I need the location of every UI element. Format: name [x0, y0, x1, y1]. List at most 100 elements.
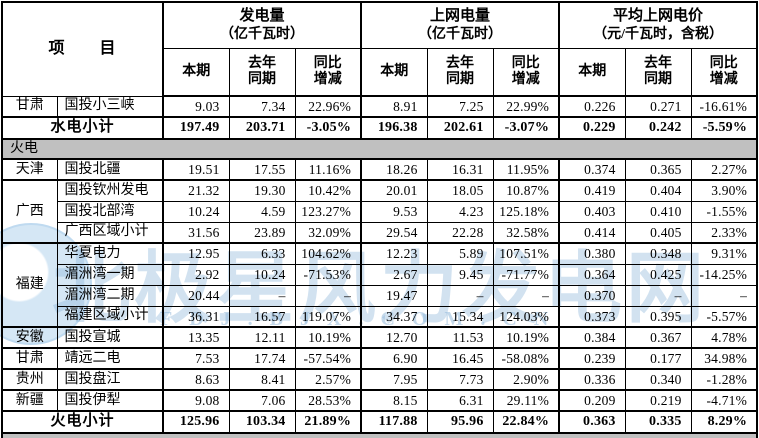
value-cell: 12.23 [360, 242, 428, 265]
value-cell: 0.335 [624, 410, 692, 434]
value-cell: -5.59% [690, 116, 758, 140]
value-cell: 15.34 [426, 305, 494, 328]
value-cell: -14.25% [690, 263, 758, 286]
value-cell: 0.363 [558, 410, 626, 434]
plant-name-cell: 福建区域小计 [56, 305, 164, 328]
col-group-ongrid-energy-title: 上网电量 [430, 7, 491, 24]
value-cell: 0.242 [624, 116, 692, 140]
subtotal-row: 火电小计 125.96 103.34 21.89% 117.88 95.96 22.84% 0… [1, 410, 758, 434]
value-cell: 117.88 [360, 410, 428, 434]
value-cell: 21.32 [162, 179, 230, 202]
value-cell: 16.31 [426, 158, 494, 181]
col-group-generation-unit: （亿千瓦时） [220, 26, 305, 42]
value-cell: 21.89% [294, 410, 362, 434]
table-row: 新疆 国投伊犁 9.08 7.06 28.53% 8.15 6.31 29.11% 0.209 0… [1, 389, 758, 412]
value-cell: 8.29% [690, 410, 758, 434]
value-cell: 13.35 [162, 326, 230, 349]
value-cell: 0.364 [558, 263, 626, 286]
table-row: 福建区域小计 36.31 16.57 119.07% 34.37 15.34 124.03%… [2, 305, 758, 328]
plant-name-cell: 华夏电力 [56, 242, 164, 265]
value-cell: 22.28 [426, 221, 494, 244]
value-cell: 22.84% [492, 410, 560, 434]
col-header-last-year-period-3: 去年 同期 [624, 47, 692, 97]
table-row: 湄洲湾一期 2.92 10.24 -71.53% 2.67 9.45 -71.77% 0.36… [2, 263, 758, 286]
province-cell: 甘肃 [1, 95, 58, 118]
value-cell: 10.19% [492, 326, 560, 349]
province-cell: 安徽 [1, 326, 58, 349]
value-cell: 0.340 [624, 368, 692, 391]
value-cell: 16.45 [426, 347, 494, 370]
value-cell: 9.45 [426, 263, 494, 286]
col-header-yoy-change-1: 同比 增减 [294, 47, 362, 97]
value-cell: 20.01 [360, 179, 428, 202]
value-cell: 10.87% [492, 179, 560, 202]
value-cell: 0.370 [558, 284, 626, 307]
value-cell: -16.61% [690, 95, 758, 118]
value-cell: 2.67 [360, 263, 428, 286]
table-row: 国投北部湾 10.24 4.59 123.27% 9.53 4.23 125.18% 0.40… [2, 200, 758, 223]
col-header-item: 项 目 [1, 1, 164, 97]
value-cell: 197.49 [162, 116, 230, 140]
value-cell: – [690, 284, 758, 307]
value-cell: 8.41 [228, 368, 296, 391]
value-cell: 0.239 [558, 347, 626, 370]
col-header-last-year-period-2: 去年 同期 [426, 47, 494, 97]
province-cell: 天津 [1, 158, 58, 181]
value-cell: 34.37 [360, 305, 428, 328]
col-group-ongrid-energy-unit: （亿千瓦时） [418, 26, 503, 42]
value-cell: 0.373 [558, 305, 626, 328]
col-group-ongrid-energy: 上网电量 （亿千瓦时） [360, 1, 560, 49]
value-cell: 29.54 [360, 221, 428, 244]
value-cell: 17.74 [228, 347, 296, 370]
value-cell: 7.06 [228, 389, 296, 412]
value-cell: 8.91 [360, 95, 428, 118]
value-cell: 11.16% [294, 158, 362, 181]
value-cell: 95.96 [426, 410, 494, 434]
value-cell: -5.57% [690, 305, 758, 328]
value-cell: 5.89 [426, 242, 494, 265]
value-cell: 123.27% [294, 200, 362, 223]
table-row: 天津 国投北疆 19.51 17.55 11.16% 18.26 16.31 11.95% 0.… [1, 158, 758, 181]
value-cell: -71.53% [294, 263, 362, 286]
province-cell: 甘肃 [1, 347, 58, 370]
value-cell: -3.07% [492, 116, 560, 140]
plant-name-cell: 湄洲湾一期 [56, 263, 164, 286]
value-cell: 11.53 [426, 326, 494, 349]
section-label [0, 432, 759, 438]
group-header-row: 项 目 发电量 （亿千瓦时） 上网电量 （亿千瓦时） 平均上网电价 （元/千瓦时… [1, 1, 758, 97]
plant-name-cell: 国投盘江 [56, 368, 164, 391]
plant-name-cell: 国投伊犁 [56, 389, 164, 412]
value-cell: 18.05 [426, 179, 494, 202]
plant-name-cell: 国投小三峡 [56, 95, 164, 118]
table-row: 广西 国投钦州发电 21.32 19.30 10.42% 20.01 18.05 10.87%… [1, 179, 758, 244]
value-cell: – [228, 284, 296, 307]
value-cell: 0.404 [624, 179, 692, 202]
col-group-avg-price-unit: （元/千瓦时，含税） [593, 26, 723, 42]
value-cell: 28.53% [294, 389, 362, 412]
value-cell: 7.73 [426, 368, 494, 391]
value-cell: 2.90% [492, 368, 560, 391]
table-row: 安徽 国投宣城 13.35 12.11 10.19% 12.70 11.53 10.19% 0.… [1, 326, 758, 349]
col-header-current-period-1: 本期 [162, 47, 230, 97]
value-cell: 8.63 [162, 368, 230, 391]
subtotal-label: 火电小计 [1, 410, 164, 434]
value-cell: -4.71% [690, 389, 758, 412]
value-cell: 0.419 [558, 179, 626, 202]
value-cell: 3.90% [690, 179, 758, 202]
value-cell: 36.31 [162, 305, 230, 328]
value-cell: 0.414 [558, 221, 626, 244]
table-row: 广西区域小计 31.56 23.89 32.09% 29.54 22.28 32.58% 0.… [2, 221, 758, 244]
value-cell: 12.11 [228, 326, 296, 349]
province-cell: 福建 [1, 242, 58, 328]
section-row: 火电 [0, 137, 759, 160]
value-cell: 119.07% [294, 305, 362, 328]
value-cell: 9.08 [162, 389, 230, 412]
value-cell: 0.403 [558, 200, 626, 223]
value-cell: -3.05% [294, 116, 362, 140]
value-cell: 103.34 [228, 410, 296, 434]
value-cell: -1.55% [690, 200, 758, 223]
value-cell: 29.11% [492, 389, 560, 412]
value-cell: 0.425 [624, 263, 692, 286]
value-cell: 17.55 [228, 158, 296, 181]
table-row: 湄洲湾二期 20.44– –19.47– –0.370– – [2, 284, 758, 307]
